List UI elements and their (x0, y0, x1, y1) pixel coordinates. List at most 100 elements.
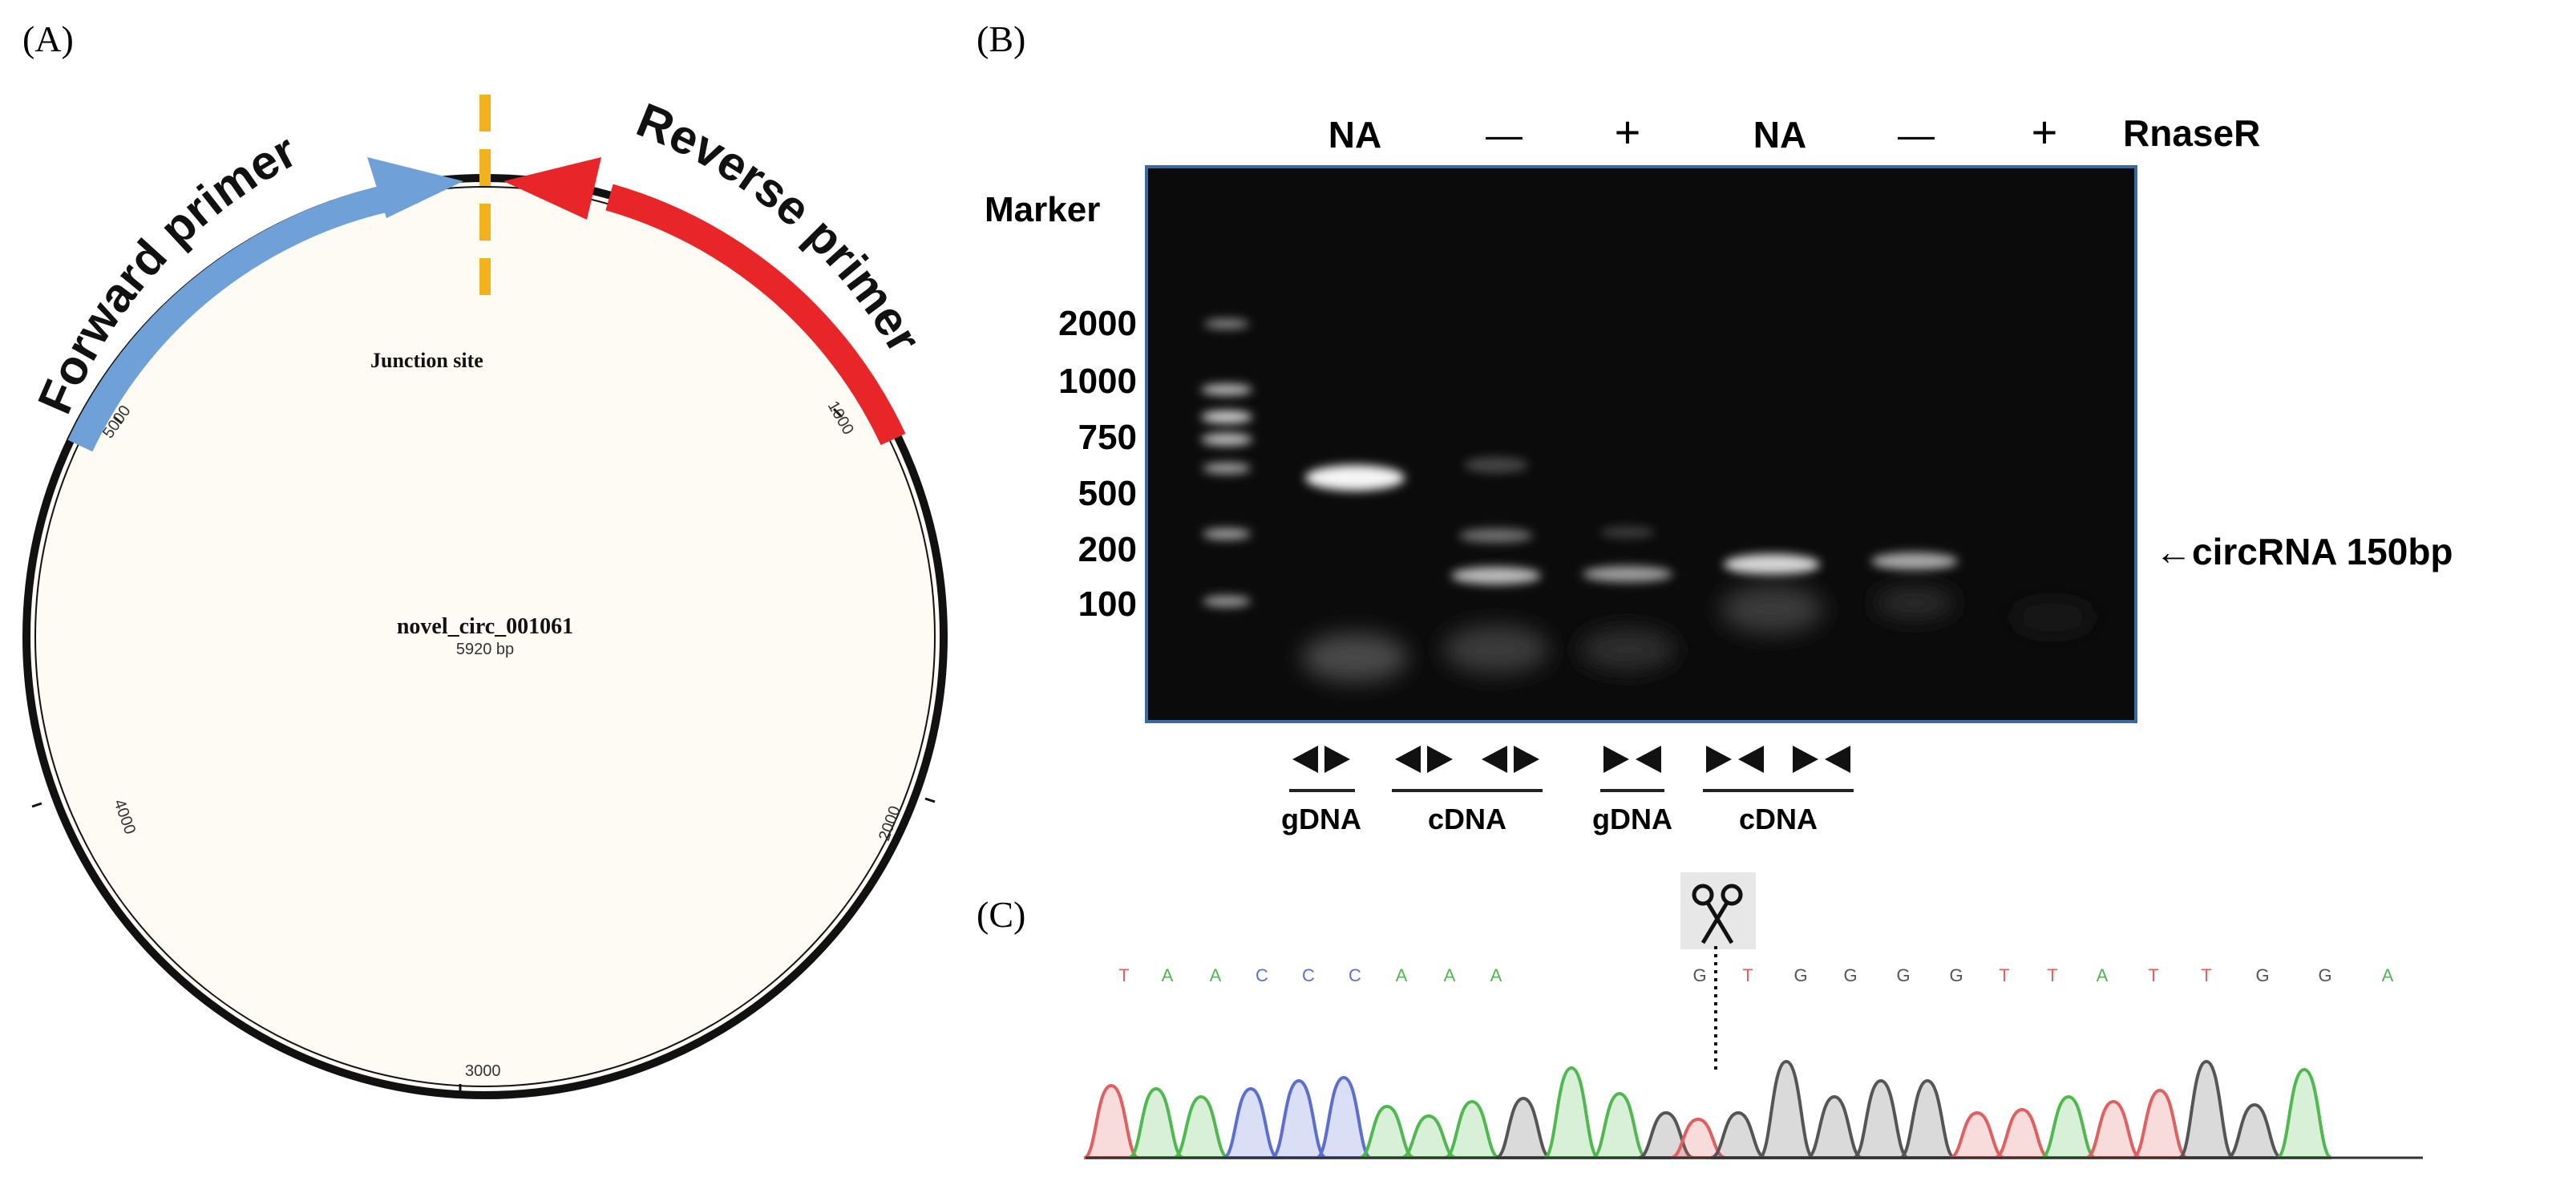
band (1203, 596, 1251, 607)
plasmid-inner-ring (34, 186, 936, 1087)
base-call-left-8: A (1490, 965, 1502, 985)
reverse-primer-arrowhead (503, 157, 601, 220)
base-call-right-9: T (2148, 965, 2158, 985)
right-triangle-icon (1706, 746, 1732, 773)
chromatogram-peak (1994, 1107, 2050, 1159)
base-call-left-6: A (1396, 965, 1408, 985)
chromatogram-peak (1806, 1094, 1862, 1159)
chromatogram-peak (1949, 1110, 2005, 1159)
tick-label-3000: 3000 (465, 1062, 501, 1080)
chromatogram-peak (2085, 1099, 2141, 1159)
chromatogram-peak (2040, 1094, 2097, 1159)
group-label-gdna-2: gDNA (1592, 803, 1672, 835)
left-triangle-icon (1482, 746, 1507, 773)
reverse-primer-arrow (605, 184, 906, 446)
base-call-right-8: A (2097, 965, 2109, 985)
primer-direction-glyphs (1292, 746, 1850, 773)
base-call-left-2: A (1210, 965, 1222, 985)
circ-length: 5920 bp (456, 641, 514, 658)
base-call-right-4: G (1896, 965, 1910, 985)
marker-label: Marker (985, 190, 1100, 229)
tick-2000 (924, 797, 936, 803)
gel-image (1145, 165, 2137, 723)
chromatogram-peak (1401, 1114, 1457, 1159)
band (1201, 384, 1252, 395)
chromatogram-peak (1543, 1066, 1599, 1159)
chromatogram-peak (2132, 1088, 2188, 1159)
chromatogram-peak (2226, 1102, 2283, 1159)
band (1464, 457, 1528, 473)
chromatogram-peak (1359, 1104, 1415, 1159)
lane-header-5: — (1898, 114, 1935, 156)
ladder-2000: 2000 (1058, 304, 1137, 343)
chromatogram-peak (1853, 1078, 1909, 1159)
lane-header-3: + (1615, 107, 1641, 157)
tick-5000 (113, 415, 123, 425)
base-call-right-2: G (1793, 965, 1807, 985)
base-call-right-6: T (1999, 965, 2009, 985)
base-call-right-1: T (1742, 965, 1753, 985)
chromatogram-peak (1710, 1110, 1766, 1159)
band (1443, 625, 1549, 673)
right-triangle-icon (1603, 746, 1629, 773)
base-call-right-13: A (2382, 965, 2394, 985)
group-label-gdna-1: gDNA (1281, 803, 1361, 835)
band (1579, 629, 1676, 670)
base-call-left-1: A (1162, 965, 1174, 985)
band (1201, 433, 1252, 446)
gel-bands (1201, 319, 2093, 682)
left-triangle-icon (1292, 746, 1318, 773)
scissors-box (1680, 872, 1756, 949)
chromatogram-peak (1316, 1075, 1372, 1159)
chromatogram-peak (2178, 1059, 2235, 1159)
chromatogram (1083, 1059, 2333, 1159)
base-call-right-11: G (2255, 965, 2269, 985)
band (1459, 528, 1533, 543)
band (1583, 566, 1672, 582)
right-triangle-icon (1427, 746, 1453, 773)
lane-header-6: + (2032, 107, 2058, 157)
base-call-right-3: G (1843, 965, 1857, 985)
base-call-left-0: T (1118, 965, 1129, 985)
chromatogram-peak (1083, 1083, 1139, 1159)
band (1203, 463, 1251, 474)
chromatogram-peak (1128, 1086, 1184, 1159)
band (1724, 554, 1820, 575)
ladder-100: 100 (1078, 584, 1137, 624)
base-call-right-0: G (1692, 965, 1706, 985)
ladder-750: 750 (1078, 418, 1137, 457)
forward-primer-arrow (67, 185, 388, 452)
chromatogram-peak (1271, 1078, 1327, 1159)
rnaser-label: RnaseR (2123, 112, 2260, 154)
tick-1000 (832, 407, 843, 419)
band (1721, 585, 1823, 633)
base-call-right-10: T (2201, 965, 2211, 985)
left-triangle-icon (1738, 746, 1764, 773)
chromatogram-peak (2275, 1067, 2333, 1159)
base-call-left-3: C (1256, 965, 1268, 985)
right-triangle-icon (1793, 746, 1818, 773)
base-call-left-5: C (1349, 965, 1361, 985)
chromatogram-peak (1173, 1094, 1229, 1159)
junction-site-label: Junction site (370, 349, 483, 372)
left-triangle-icon (1636, 746, 1661, 773)
panel-c: (C) T A A C C C A A A G T G G G G T T A T T G G A (977, 872, 2423, 1159)
band (2012, 603, 2093, 632)
base-call-left-7: A (1444, 965, 1456, 985)
band (1600, 527, 1655, 538)
lane-header-1: NA (1328, 114, 1381, 156)
chromatogram-peak (1223, 1086, 1279, 1159)
chromatogram-peak (1591, 1091, 1648, 1159)
lane-header-2: — (1486, 114, 1523, 156)
chromatogram-peak (1757, 1059, 1815, 1159)
circ-name: novel_circ_001061 (397, 614, 573, 639)
left-triangle-icon (1395, 746, 1421, 773)
chromatogram-peak (1444, 1099, 1500, 1159)
chromatogram-peak (1899, 1078, 1955, 1159)
circrna-annotation: ←circRNA 150bp (2155, 531, 2453, 572)
forward-primer-arrowhead (367, 157, 463, 218)
chromatogram-peak (1495, 1096, 1551, 1159)
panel-b: (B) NA — + NA — + RnaseR Marker 2000 100… (977, 18, 2453, 835)
band (1451, 567, 1541, 584)
